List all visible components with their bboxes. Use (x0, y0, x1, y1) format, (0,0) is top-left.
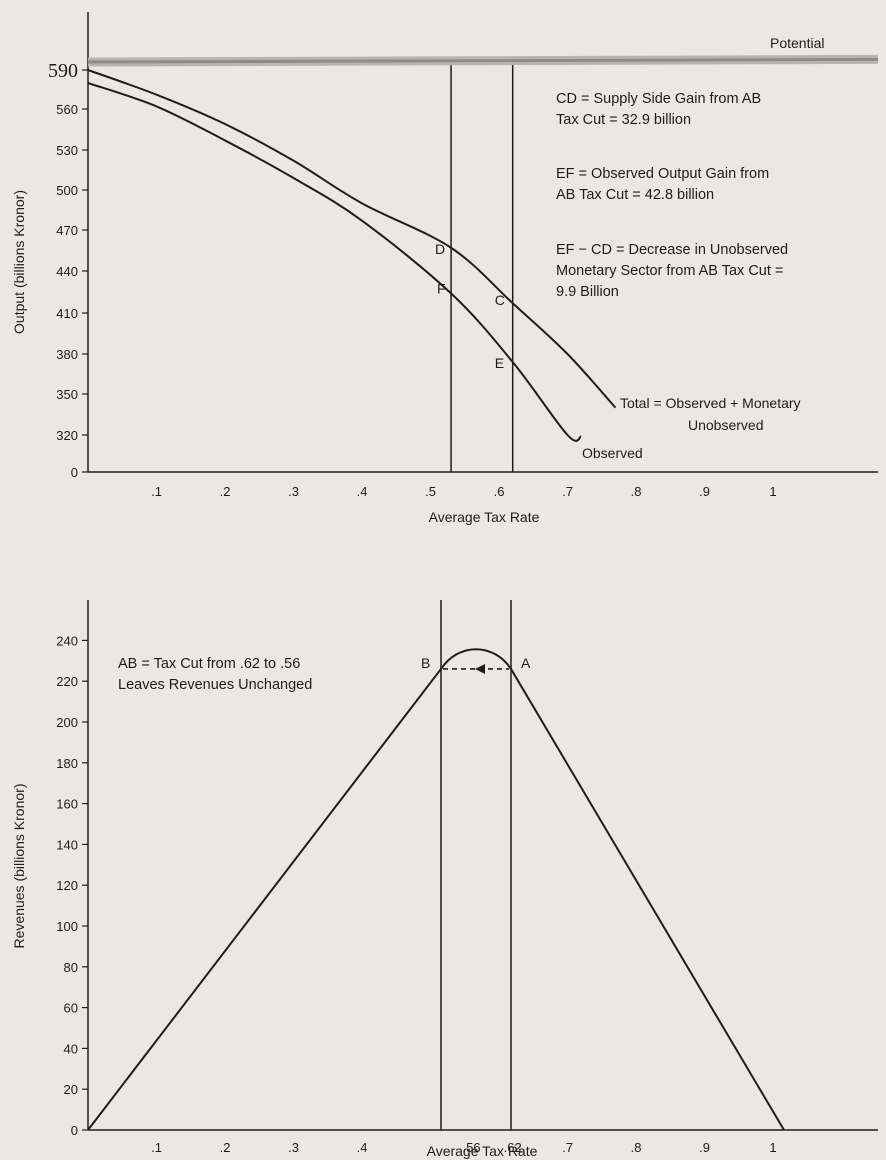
total-label-line2: Unobserved (688, 417, 764, 433)
revenue-y-tick-label: 240 (56, 633, 78, 648)
output-y-tick-label: 560 (56, 102, 78, 117)
revenue-line (87, 648, 785, 1131)
output-x-tick-label: .5 (425, 484, 436, 499)
revenue-y-tick-label: 20 (64, 1082, 78, 1097)
revenue-x-tick-label: .2 (220, 1140, 231, 1155)
observed-output-line (87, 82, 582, 442)
revenue-y-tick-label: 140 (56, 837, 78, 852)
output-axis-ticks: 0 320 350 380 410 440 470 500 530 560 590 .1 .2 .3 .4.… (48, 60, 777, 499)
annotation-efcd-line1: EF − CD = Decrease in Unobserved (556, 242, 788, 258)
output-y-tick-label: 590 (48, 60, 78, 82)
output-x-tick-label: .9 (699, 484, 710, 499)
revenue-x-tick-label: .9 (699, 1140, 710, 1155)
revenue-x-tick-label: 1 (769, 1140, 776, 1155)
output-x-tick-label: .8 (631, 484, 642, 499)
revenue-y-tick-label: 60 (64, 1001, 78, 1016)
revenue-y-axis-label: Revenues (billions Kronor) (11, 784, 27, 949)
output-y-tick-label: 320 (56, 428, 78, 443)
revenue-x-tick-label: .4 (357, 1140, 368, 1155)
revenue-y-tick-label: 200 (56, 715, 78, 730)
output-x-tick-label: .1 (151, 484, 162, 499)
revenue-y-tick-label: 100 (56, 919, 78, 934)
revenue-x-tick-label: .8 (631, 1140, 642, 1155)
point-label-c: C (495, 292, 505, 308)
total-label-line1: Total = Observed + Monetary (620, 395, 801, 411)
revenue-y-tick-label: 160 (56, 797, 78, 812)
output-x-tick-label: .3 (288, 484, 299, 499)
revenue-y-tick-label: 0 (71, 1123, 78, 1138)
output-x-tick-label: .6 (494, 484, 505, 499)
revenue-x-tick-label: .3 (288, 1140, 299, 1155)
observed-label: Observed (582, 445, 643, 461)
annotation-efcd-line2: Monetary Sector from AB Tax Cut = (556, 263, 783, 279)
output-y-tick-label: 350 (56, 387, 78, 402)
output-y-tick-label: 0 (71, 465, 78, 480)
output-y-tick-label: 470 (56, 223, 78, 238)
output-x-tick-label: 1 (769, 484, 776, 499)
total-output-line (87, 69, 617, 409)
revenue-y-tick-label: 220 (56, 674, 78, 689)
annotation-ef-line2: AB Tax Cut = 42.8 billion (556, 187, 714, 203)
point-label-f: F (437, 280, 446, 296)
output-x-tick-label: .7 (562, 484, 573, 499)
revenue-y-tick-label: 40 (64, 1041, 78, 1056)
tax-cut-arrowhead (475, 663, 485, 674)
revenue-axis-ticks: 0 20 40 60 80 100 120 140 160 180 200 220 240 .1 .2 .3.… (56, 633, 776, 1155)
revenue-y-tick-label: 180 (56, 756, 78, 771)
output-y-tick-label: 440 (56, 264, 78, 279)
revenue-x-tick-label: .1 (151, 1140, 162, 1155)
point-label-d: D (435, 241, 445, 257)
annotation-cd-line1: CD = Supply Side Gain from AB (556, 91, 761, 107)
potential-label: Potential (770, 35, 824, 51)
point-label-e: E (495, 355, 504, 371)
revenue-chart: 0 20 40 60 80 100 120 140 160 180 200 220 240 .1 .2 .3.… (11, 600, 878, 1159)
annotation-efcd-line3: 9.9 Billion (556, 284, 619, 300)
revenue-x-tick-label: .7 (562, 1140, 573, 1155)
output-y-axis-label: Output (billions Kronor) (11, 190, 27, 334)
revenue-y-tick-label: 80 (64, 960, 78, 975)
output-x-tick-label: .2 (220, 484, 231, 499)
revenue-x-tick-label: .56 (463, 1140, 481, 1155)
revenue-y-tick-label: 120 (56, 878, 78, 893)
output-y-tick-label: 500 (56, 183, 78, 198)
annotation-ab-line1: AB = Tax Cut from .62 to .56 (118, 656, 300, 672)
potential-line (87, 57, 879, 64)
point-label-a: A (521, 655, 531, 671)
output-x-axis-label: Average Tax Rate (429, 509, 540, 525)
output-x-tick-label: .4 (357, 484, 368, 499)
output-series-lines: D F C E (87, 54, 879, 472)
annotation-cd-line2: Tax Cut = 32.9 billion (556, 112, 691, 128)
annotation-ab-line2: Leaves Revenues Unchanged (118, 677, 312, 693)
revenue-x-axis-label: Average Tax Rate (427, 1143, 538, 1159)
output-y-tick-label: 380 (56, 347, 78, 362)
point-label-b: B (421, 655, 430, 671)
output-y-tick-label: 410 (56, 306, 78, 321)
output-chart: 0 320 350 380 410 440 470 500 530 560 590 .1 .2 .3 .4.… (11, 12, 879, 525)
annotation-ef-line1: EF = Observed Output Gain from (556, 166, 769, 182)
revenue-x-tick-label: .62 (504, 1140, 522, 1155)
output-y-tick-label: 530 (56, 143, 78, 158)
